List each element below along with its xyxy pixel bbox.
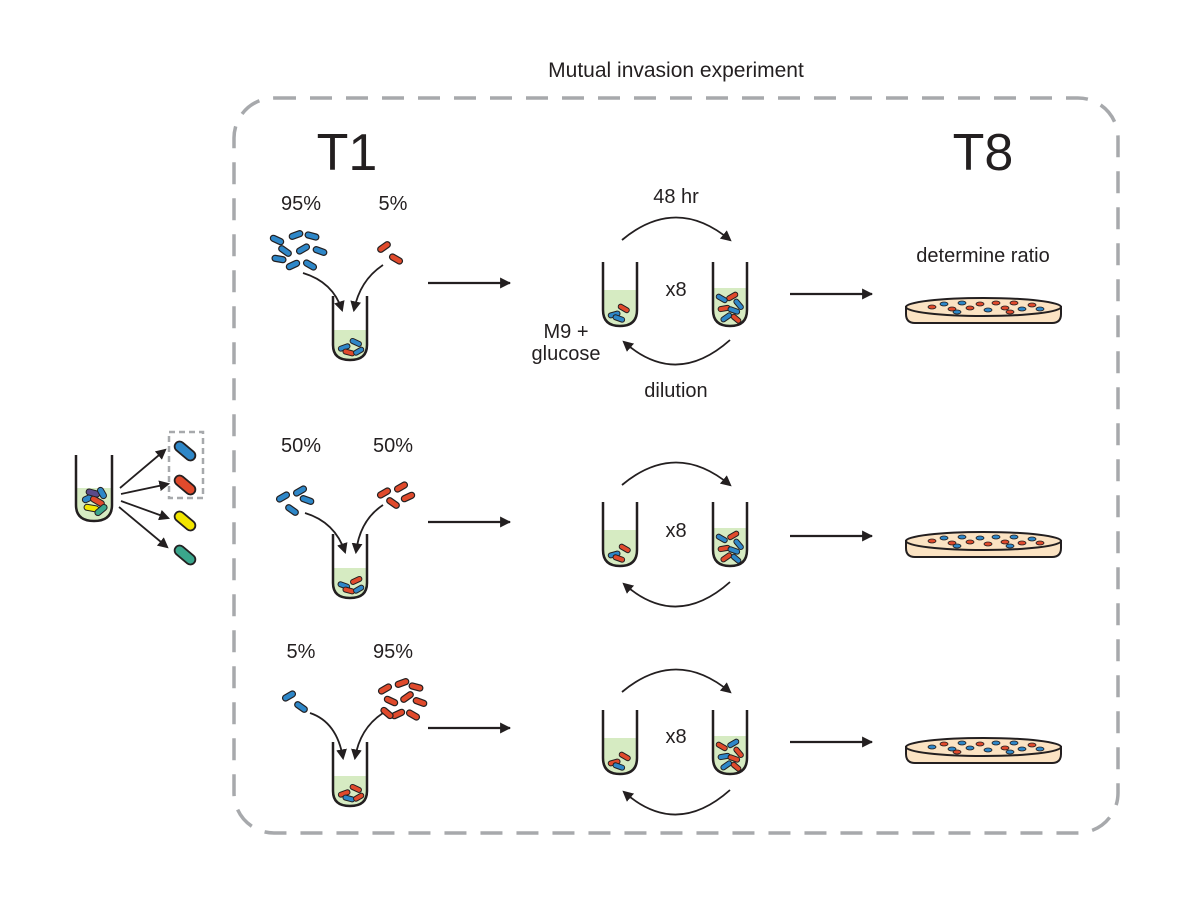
strain-yellow	[173, 510, 197, 532]
row-3-blue-cells	[281, 690, 308, 713]
row-3-growth-arrow	[621, 668, 732, 694]
row-3-agar-plate	[905, 737, 1062, 764]
row-2-growth-arrow	[621, 461, 732, 487]
row-3-red-cells	[377, 678, 428, 721]
row-1-red-cells	[377, 241, 404, 265]
row-1-cycle-tube-start	[601, 262, 639, 328]
row-3-cycle-tube-start	[601, 710, 639, 776]
row-2-dilution-arrow	[622, 581, 731, 608]
row-1-dilution-arrow	[622, 339, 731, 366]
row-2-mixing-tube	[331, 534, 369, 600]
row-3-blue-percent: 5%	[287, 641, 316, 663]
row-1-blue-cells	[269, 230, 328, 271]
row-1-cycle-tube-end	[711, 262, 749, 328]
medium-label-line-2: glucose	[532, 343, 601, 365]
row-2-red-cells	[376, 481, 416, 509]
medium-label-line-1: M9 +	[543, 321, 588, 343]
dilution-label: dilution	[644, 380, 707, 402]
row-1-duration-label: 48 hr	[653, 186, 699, 208]
row-2: 50% 50%	[275, 435, 1062, 608]
row-1-red-percent: 5%	[379, 193, 408, 215]
row-3: 5% 95%	[281, 641, 1062, 816]
time-label-end: T8	[953, 124, 1014, 182]
row-3-mixing-arrows	[309, 712, 384, 761]
row-3-mixing-tube	[331, 742, 369, 808]
row-2-agar-plate	[905, 531, 1062, 558]
row-1-agar-plate	[905, 297, 1062, 324]
row-3-transfers-label: x8	[665, 726, 686, 748]
row-1-transfers-label: x8	[665, 279, 686, 301]
row-3-red-percent: 95%	[373, 641, 413, 663]
row-2-red-percent: 50%	[373, 435, 413, 457]
strain-red	[173, 474, 197, 496]
strain-split-arrows	[118, 448, 171, 549]
measure-label: determine ratio	[916, 245, 1049, 267]
row-3-cycle-tube-end	[711, 710, 749, 776]
diagram-title: Mutual invasion experiment	[548, 59, 804, 82]
row-2-cycle-tube-end	[711, 502, 749, 568]
row-2-blue-percent: 50%	[281, 435, 321, 457]
row-2-mixing-arrows	[304, 504, 384, 555]
row-3-dilution-arrow	[622, 789, 731, 816]
row-1-mixing-arrows	[302, 264, 384, 313]
row-2-blue-cells	[275, 485, 315, 516]
row-1: 95% 5%	[269, 186, 1062, 402]
source-culture-tube	[74, 455, 114, 523]
time-label-start: T1	[317, 124, 378, 182]
experiment-box	[232, 96, 1120, 835]
strain-green	[173, 544, 197, 566]
row-1-mixing-tube	[331, 296, 369, 362]
strain-blue	[173, 440, 197, 462]
row-2-cycle-tube-start	[601, 502, 639, 568]
row-1-growth-arrow	[621, 216, 732, 242]
row-1-blue-percent: 95%	[281, 193, 321, 215]
row-2-transfers-label: x8	[665, 520, 686, 542]
